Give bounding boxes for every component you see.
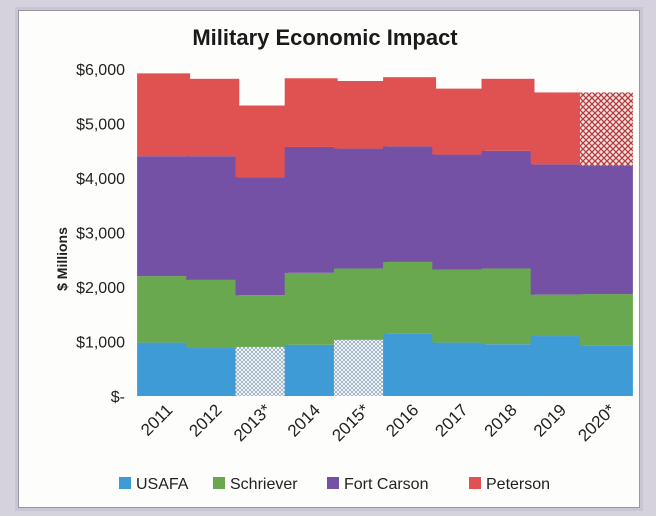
bar-peterson-2013 xyxy=(235,105,289,178)
legend-swatch-peterson xyxy=(469,477,481,489)
bar-peterson-2017 xyxy=(432,88,486,155)
legend: USAFA Schriever Fort Carson Peterson xyxy=(119,476,550,493)
bar-usafa-2016 xyxy=(383,333,437,396)
x-tick-label: 2015* xyxy=(328,400,373,445)
bar-peterson-2020 xyxy=(579,92,633,166)
bar-usafa-2015 xyxy=(333,339,387,396)
x-tick-label: 2018 xyxy=(481,400,521,440)
y-tick-label: $- xyxy=(111,389,125,406)
bar-fort-carson-2020 xyxy=(579,165,633,295)
y-axis-label: $ Millions xyxy=(54,227,70,291)
bar-fort-carson-2015 xyxy=(333,148,387,269)
x-tick-label: 2016 xyxy=(382,400,422,440)
legend-swatch-fort-carson xyxy=(327,477,339,489)
legend-swatch-usafa xyxy=(119,477,131,489)
chart-title: Military Economic Impact xyxy=(192,25,458,50)
bar-schriever-2016 xyxy=(383,261,437,334)
bar-usafa-2014 xyxy=(284,344,338,396)
bars-group xyxy=(137,73,633,396)
bar-fort-carson-2016 xyxy=(383,146,437,262)
bar-peterson-2016 xyxy=(383,77,437,147)
bar-fort-carson-2014 xyxy=(284,146,338,273)
bar-fort-carson-2012 xyxy=(186,156,240,280)
bar-fort-carson-2019 xyxy=(530,164,584,295)
bar-usafa-2012 xyxy=(186,348,240,396)
x-axis-ticks: 2011 2012 2013* 2014 2015* 2016 2017 2018 2019 20… xyxy=(137,400,619,445)
bar-schriever-2020 xyxy=(579,294,633,346)
x-tick-label: 2019 xyxy=(530,400,570,440)
bar-peterson-2011 xyxy=(137,73,191,157)
chart-frame: Military Economic Impact $ Millions $- $1… xyxy=(18,10,640,508)
bar-usafa-2019 xyxy=(530,336,584,396)
bar-schriever-2013 xyxy=(235,295,289,347)
legend-swatch-schriever xyxy=(213,477,225,489)
bar-usafa-2020 xyxy=(579,345,633,396)
x-tick-label: 2011 xyxy=(137,400,176,439)
y-tick-label: $6,000 xyxy=(76,62,125,79)
bar-fort-carson-2017 xyxy=(432,154,486,270)
bar-usafa-2011 xyxy=(137,342,191,396)
y-axis-ticks: $- $1,000 $2,000 $3,000 $4,000 $5,000 $6,000 xyxy=(76,62,125,406)
y-tick-label: $1,000 xyxy=(76,335,125,352)
bar-peterson-2019 xyxy=(530,92,584,165)
bar-usafa-2018 xyxy=(481,344,535,396)
stacked-bar-chart: Military Economic Impact $ Millions $- $1… xyxy=(54,25,633,493)
y-tick-label: $3,000 xyxy=(76,226,125,243)
bar-schriever-2014 xyxy=(284,272,338,345)
legend-label: USAFA xyxy=(136,476,189,493)
x-tick-label: 2020* xyxy=(574,400,619,445)
bar-peterson-2015 xyxy=(333,80,387,149)
bar-schriever-2011 xyxy=(137,276,191,343)
x-tick-label: 2012 xyxy=(185,400,225,440)
bar-fort-carson-2013 xyxy=(235,177,289,296)
y-tick-label: $2,000 xyxy=(76,280,125,297)
legend-label: Fort Carson xyxy=(344,476,428,493)
bar-schriever-2015 xyxy=(333,268,387,340)
y-tick-label: $5,000 xyxy=(76,117,125,134)
legend-label: Schriever xyxy=(230,476,298,493)
bar-fort-carson-2018 xyxy=(481,150,535,269)
x-tick-label: 2017 xyxy=(431,400,471,440)
y-tick-label: $4,000 xyxy=(76,171,125,188)
bar-fort-carson-2011 xyxy=(137,156,191,277)
bar-peterson-2014 xyxy=(284,78,338,147)
bar-peterson-2012 xyxy=(186,78,240,157)
legend-label: Peterson xyxy=(486,476,550,493)
bar-usafa-2017 xyxy=(432,342,486,396)
bar-schriever-2018 xyxy=(481,268,535,345)
bar-schriever-2012 xyxy=(186,279,240,349)
x-tick-label: 2013* xyxy=(230,400,275,445)
bar-peterson-2018 xyxy=(481,78,535,151)
bar-schriever-2017 xyxy=(432,269,486,343)
bar-usafa-2013 xyxy=(235,346,289,396)
x-tick-label: 2014 xyxy=(284,400,324,440)
bar-schriever-2019 xyxy=(530,294,584,337)
